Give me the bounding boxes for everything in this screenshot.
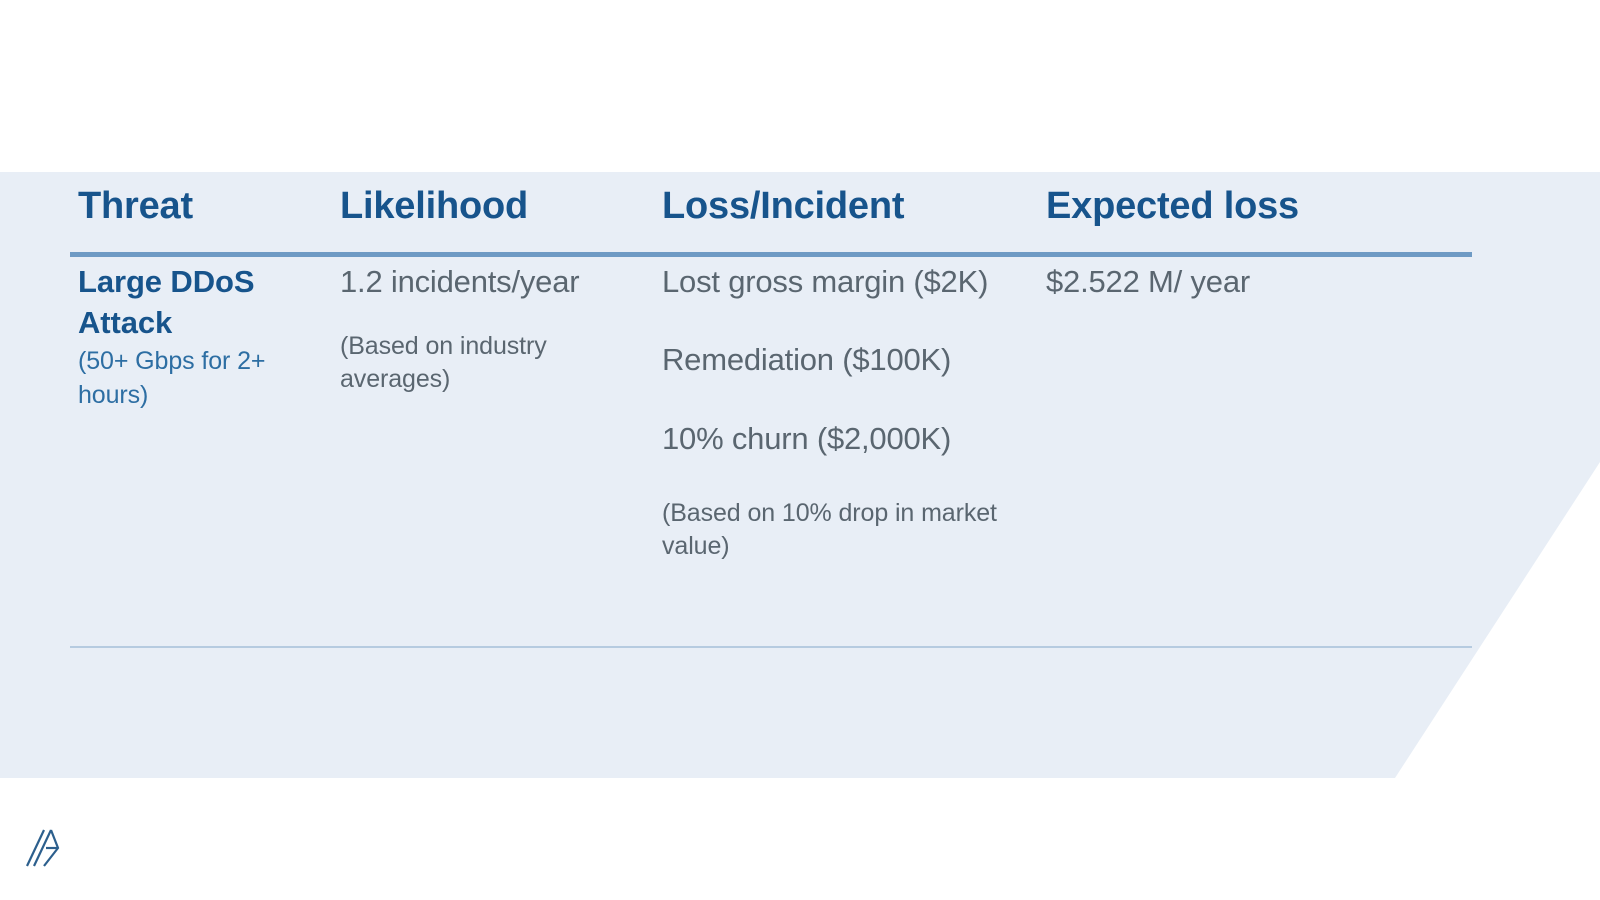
column-header-likelihood: Likelihood bbox=[340, 185, 529, 227]
column-header-loss: Loss/Incident bbox=[662, 185, 905, 227]
risk-table: Threat Likelihood Loss/Incident Expected… bbox=[70, 185, 1472, 228]
company-logo-icon bbox=[26, 829, 60, 867]
expected-loss-value: $2.522 M/ year bbox=[1046, 264, 1250, 299]
table-row: Large DDoS Attack (50+ Gbps for 2+ hours… bbox=[70, 262, 1472, 563]
loss-note: (Based on 10% drop in market value) bbox=[662, 498, 997, 560]
column-header-threat: Threat bbox=[78, 185, 193, 227]
spacer bbox=[340, 302, 638, 330]
threat-detail: (50+ Gbps for 2+ hours) bbox=[78, 346, 266, 409]
content-panel bbox=[0, 172, 1600, 778]
spacer bbox=[662, 381, 1022, 419]
row-divider bbox=[70, 646, 1472, 648]
table-header-row: Threat Likelihood Loss/Incident Expected… bbox=[70, 185, 1472, 228]
cell-expected: $2.522 M/ year bbox=[1038, 262, 1472, 302]
cell-loss: Lost gross margin ($2K) Remediation ($10… bbox=[654, 262, 1038, 563]
cell-threat: Large DDoS Attack (50+ Gbps for 2+ hours… bbox=[70, 262, 332, 412]
likelihood-note: (Based on industry averages) bbox=[340, 332, 547, 394]
likelihood-value: 1.2 incidents/year bbox=[340, 264, 580, 299]
header-divider bbox=[70, 252, 1472, 257]
loss-item-2: Remediation ($100K) bbox=[662, 342, 952, 378]
spacer bbox=[662, 459, 1022, 497]
cell-likelihood: 1.2 incidents/year (Based on industry av… bbox=[332, 262, 654, 396]
loss-item-1: Lost gross margin ($2K) bbox=[662, 264, 989, 299]
threat-title: Large DDoS Attack bbox=[78, 264, 255, 340]
spacer bbox=[662, 302, 1022, 340]
column-header-expected: Expected loss bbox=[1046, 185, 1299, 227]
loss-item-3: 10% churn ($2,000K) bbox=[662, 420, 952, 456]
